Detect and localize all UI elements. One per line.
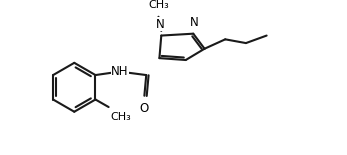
Text: CH₃: CH₃ (148, 0, 169, 10)
Text: O: O (140, 102, 149, 115)
Text: CH₃: CH₃ (110, 112, 131, 122)
Text: N: N (190, 16, 198, 29)
Text: NH: NH (111, 65, 129, 78)
Text: N: N (156, 18, 165, 31)
